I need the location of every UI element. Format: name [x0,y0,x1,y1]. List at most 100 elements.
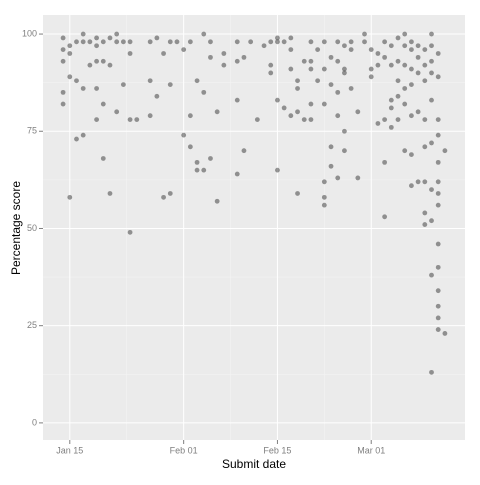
point [388,43,394,49]
point [335,58,341,64]
point [442,148,448,154]
point [429,218,434,224]
point [208,39,213,45]
point [275,39,280,45]
point [268,62,274,68]
point [429,31,434,37]
point [429,43,434,49]
x-tick-label: Feb 15 [263,445,291,455]
point [429,140,434,146]
point [422,78,428,84]
point [241,148,247,154]
point [395,35,401,41]
point [435,51,441,56]
point [328,163,334,169]
point [67,194,73,200]
point [187,39,193,45]
point [208,156,213,161]
point [382,214,388,220]
point [435,264,441,270]
point [268,39,274,45]
y-tick-label: 0 [32,417,37,427]
point [409,66,414,72]
point [409,82,414,88]
point [335,175,341,181]
point [321,194,327,200]
point [362,31,367,37]
point [355,109,361,115]
point [415,109,421,115]
point [409,183,414,189]
point [382,159,388,165]
point [161,51,166,56]
point [154,93,160,99]
point [127,51,133,56]
point [67,51,73,56]
point [94,58,99,64]
point [435,315,441,321]
point [161,194,166,200]
point [388,105,394,111]
point [114,109,120,115]
point [328,144,334,150]
point [362,39,367,45]
point [335,113,341,119]
point [321,179,327,185]
point [388,124,394,130]
point [315,47,321,53]
point [187,113,193,119]
point [375,51,381,56]
x-tick-label: Mar 01 [357,445,385,455]
point [120,82,126,88]
point [422,210,428,216]
point [234,97,240,103]
point [308,58,314,64]
point [67,74,73,80]
point [388,62,394,68]
point [80,39,86,45]
point [402,101,408,107]
point [435,241,441,247]
point [234,39,240,45]
point [402,148,408,154]
point [268,70,274,76]
point [60,101,66,107]
point [435,327,441,332]
point [221,51,227,56]
point [342,66,347,72]
point [261,43,267,49]
point [100,39,106,45]
point [435,117,441,122]
point [402,62,408,68]
point [275,97,280,103]
point [429,369,434,375]
point [321,66,327,72]
point [328,82,334,88]
y-tick-label: 100 [22,28,37,38]
point [295,191,300,196]
point [415,70,421,76]
point [342,43,347,49]
point [422,222,428,227]
point [107,191,113,196]
point [388,97,394,103]
point [94,117,99,122]
point [402,86,408,91]
point [348,39,354,45]
point [80,86,86,91]
point [368,47,374,53]
point [181,132,187,138]
point [335,89,341,95]
point [395,78,401,84]
point [288,47,294,53]
point [147,78,153,84]
point [382,117,388,122]
point [409,152,414,157]
point [435,303,441,309]
point [402,31,408,37]
point [94,43,99,49]
point [60,35,66,41]
point [435,132,441,138]
point [429,97,434,103]
